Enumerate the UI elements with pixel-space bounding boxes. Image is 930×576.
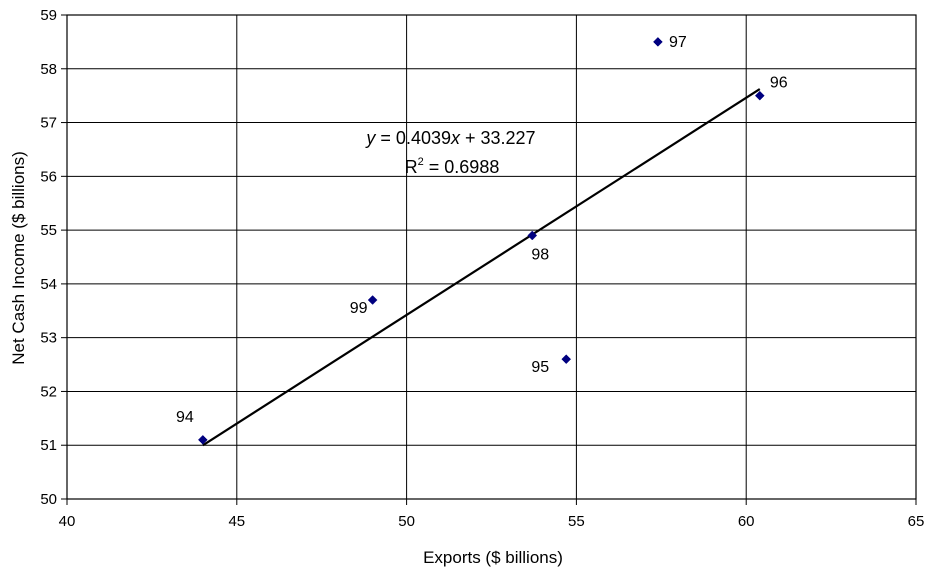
data-point-98 xyxy=(527,230,538,241)
r-squared: R2 = 0.6988 xyxy=(405,156,500,177)
x-tick-label: 60 xyxy=(738,513,755,530)
trendline-equation: y = 0.4039x + 33.227 xyxy=(364,128,535,148)
y-tick-label: 53 xyxy=(40,330,57,347)
x-tick-label: 55 xyxy=(568,513,585,530)
plot-area-frame xyxy=(66,14,917,500)
r2-prefix: R xyxy=(405,157,418,177)
y-axis-ticks: 50 51 52 53 54 55 56 57 58 59 xyxy=(40,7,67,508)
x-tick-label: 45 xyxy=(228,513,245,530)
gridlines xyxy=(66,14,917,500)
y-tick-label: 54 xyxy=(40,276,57,293)
y-tick-label: 50 xyxy=(40,491,57,508)
point-label-96: 96 xyxy=(770,75,788,92)
y-tick-label: 55 xyxy=(40,222,57,239)
data-point-99 xyxy=(367,295,378,305)
y-tick-label: 52 xyxy=(40,383,57,400)
point-label-97: 97 xyxy=(669,34,687,51)
x-tick-label: 65 xyxy=(908,513,925,530)
point-label-98: 98 xyxy=(531,246,549,263)
equation-prefix: y xyxy=(364,128,376,148)
point-label-99: 99 xyxy=(350,300,368,317)
y-tick-label: 58 xyxy=(40,61,57,78)
data-point-94 xyxy=(197,434,208,445)
r2-superscript: 2 xyxy=(418,156,424,168)
x-axis-ticks: 40 45 50 55 60 65 xyxy=(59,499,925,530)
equation-var: x xyxy=(450,128,461,148)
y-axis-title: Net Cash Income ($ billions) xyxy=(9,151,28,365)
data-points xyxy=(197,37,765,445)
data-point-95 xyxy=(561,354,572,365)
equation-suffix: + 33.227 xyxy=(460,128,536,148)
equation-mid: = 0.4039 xyxy=(375,128,451,148)
y-tick-label: 51 xyxy=(40,437,57,454)
x-tick-label: 40 xyxy=(59,513,76,530)
y-tick-label: 59 xyxy=(40,7,57,24)
data-point-96 xyxy=(754,90,765,101)
x-axis-title: Exports ($ billions) xyxy=(423,548,563,567)
point-label-95: 95 xyxy=(531,359,549,376)
data-point-97 xyxy=(653,37,663,47)
r2-suffix: = 0.6988 xyxy=(424,157,500,177)
point-label-94: 94 xyxy=(176,409,194,426)
y-tick-label: 56 xyxy=(40,168,57,185)
x-tick-label: 50 xyxy=(398,513,415,530)
point-labels: 94 95 96 97 98 99 xyxy=(176,34,788,426)
y-tick-label: 57 xyxy=(40,115,57,132)
trendline xyxy=(202,88,761,447)
